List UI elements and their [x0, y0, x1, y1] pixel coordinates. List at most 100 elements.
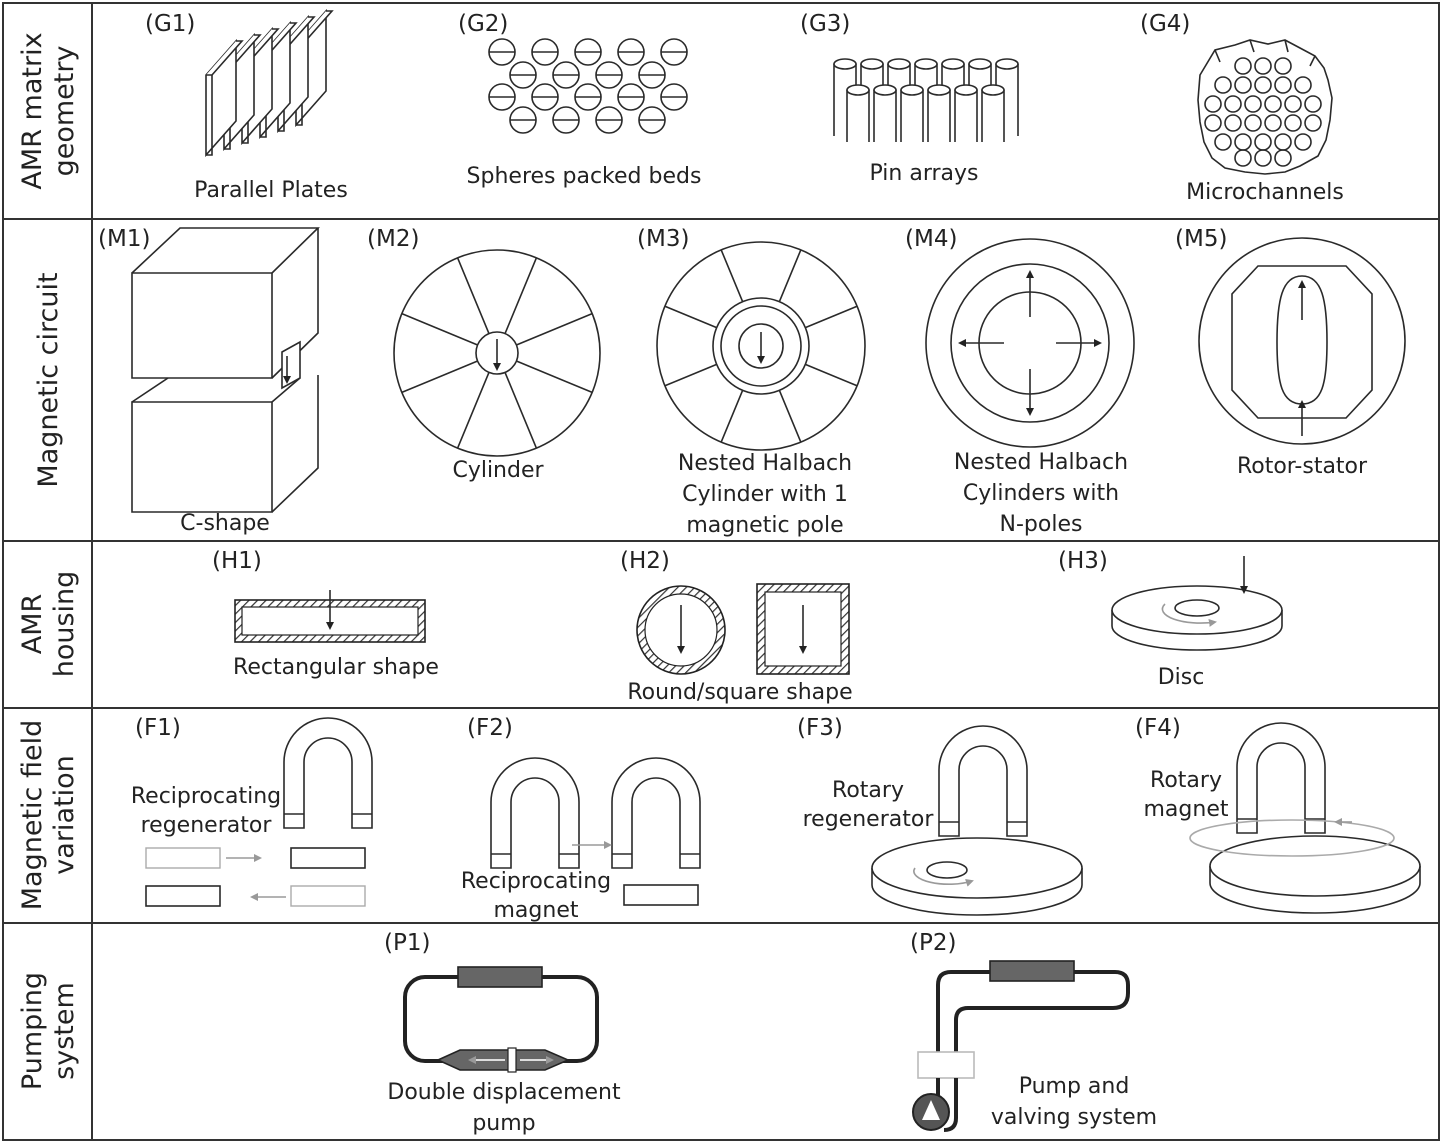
g4-code: (G4) — [1140, 11, 1190, 37]
pin-mask — [982, 90, 1004, 140]
m3-label-line: Nested Halbach — [678, 451, 852, 476]
channel-hole — [1254, 76, 1272, 94]
channel-hole — [1304, 95, 1322, 113]
f2-label-line: magnet — [494, 898, 579, 923]
pin-top — [927, 84, 951, 96]
row-title-line: AMR matrix — [17, 32, 48, 189]
horseshoe-magnet — [283, 717, 373, 829]
channel-hole — [1274, 76, 1292, 94]
segment-divider — [778, 249, 802, 302]
pin-arrays-drawing — [833, 58, 1019, 142]
pin-top — [833, 58, 857, 70]
row-title-circuit: Magnetic circuit — [33, 272, 64, 487]
segment-divider — [516, 360, 593, 394]
pin-mask — [928, 90, 950, 140]
h1-code: (H1) — [212, 548, 262, 574]
channel-hole — [1214, 133, 1232, 151]
m5-code: (M5) — [1175, 226, 1227, 252]
channel-hole — [1204, 114, 1222, 132]
row-title-line: housing — [49, 571, 80, 678]
pin-mask — [955, 90, 977, 140]
pin-top — [954, 84, 978, 96]
horseshoe-magnet — [938, 725, 1028, 837]
f2-code: (F2) — [467, 715, 513, 741]
segment-divider — [401, 360, 478, 394]
g1-label: Parallel Plates — [194, 178, 348, 203]
segment-divider — [516, 312, 593, 346]
pin-mask — [847, 90, 869, 140]
segment-divider — [401, 312, 478, 346]
horseshoe-magnets — [283, 717, 1326, 869]
f4-label-line: magnet — [1144, 797, 1229, 822]
horseshoe-magnet — [490, 757, 580, 869]
h2-code: (H2) — [620, 548, 670, 574]
g3-code: (G3) — [800, 11, 850, 37]
row-title-line: variation — [49, 755, 80, 874]
channel-hole — [1244, 95, 1262, 113]
f4-label-line: Rotary — [1150, 768, 1222, 793]
row-title-line: Magnetic field — [17, 720, 48, 910]
g3-label: Pin arrays — [870, 161, 979, 186]
m3-label-line: magnetic pole — [686, 513, 843, 538]
segment-divider — [456, 372, 490, 449]
f1-code: (F1) — [135, 715, 181, 741]
segment-divider — [664, 305, 717, 329]
channel-hole — [1264, 114, 1282, 132]
g2-label: Spheres packed beds — [467, 164, 702, 189]
plate-side — [206, 75, 213, 156]
segment-divider — [504, 257, 538, 334]
pin-top — [887, 58, 911, 70]
pin-top — [968, 58, 992, 70]
segment-divider — [778, 390, 802, 443]
spheres-drawing — [488, 38, 688, 134]
channel-hole — [1224, 114, 1242, 132]
inner-ring — [712, 297, 810, 395]
segment-divider — [805, 305, 858, 329]
c-shape-drawing — [131, 227, 320, 513]
p2-label-line: Pump and — [1019, 1074, 1130, 1099]
segment-divider — [456, 257, 490, 334]
row-title-geometry: AMR matrix geometry — [17, 32, 80, 189]
rotor-stator-drawing — [1198, 237, 1406, 445]
pin-mask — [901, 90, 923, 140]
cylinder-drawing — [393, 249, 601, 457]
row-title-line: geometry — [49, 46, 80, 177]
row-title-line: Magnetic circuit — [33, 272, 64, 487]
p1-code: (P1) — [384, 930, 430, 956]
m2-label: Cylinder — [452, 458, 544, 483]
m4-code: (M4) — [905, 226, 957, 252]
nested-halbach-n-poles-drawing — [925, 238, 1135, 448]
segment-divider — [664, 363, 717, 387]
channel-hole — [1284, 114, 1302, 132]
pin-top — [873, 84, 897, 96]
channel-hole — [1264, 95, 1282, 113]
g1-code: (G1) — [145, 11, 195, 37]
channel-hole — [1274, 149, 1292, 167]
channel-hole — [1294, 76, 1312, 94]
m4-label-line: Cylinders with — [963, 481, 1119, 506]
channel-hole — [1234, 57, 1252, 75]
channel-hole — [1224, 95, 1242, 113]
nested-halbach-one-pole-drawing — [656, 241, 866, 451]
h2-label: Round/square shape — [627, 680, 852, 705]
horseshoe-magnet — [1236, 722, 1326, 834]
segment-divider — [504, 372, 538, 449]
m4-label-line: N-poles — [1000, 512, 1083, 537]
plate-edge — [206, 40, 244, 76]
inner-ring — [720, 305, 802, 387]
row-title-line: system — [49, 982, 80, 1080]
channel-hole — [1244, 114, 1262, 132]
pin-top — [860, 58, 884, 70]
pin-top — [981, 84, 1005, 96]
h3-code: (H3) — [1058, 548, 1108, 574]
f4-code: (F4) — [1135, 715, 1181, 741]
disc-housing-drawing — [1111, 556, 1283, 651]
p2-code: (P2) — [910, 930, 956, 956]
round-square-housing-drawing — [636, 583, 850, 675]
h1-label: Rectangular shape — [233, 655, 439, 680]
row-title-line: Pumping — [17, 972, 48, 1090]
segment-divider — [720, 390, 744, 443]
microchannels-drawing — [1197, 39, 1333, 175]
double-displacement-pump-drawing — [403, 966, 599, 1073]
